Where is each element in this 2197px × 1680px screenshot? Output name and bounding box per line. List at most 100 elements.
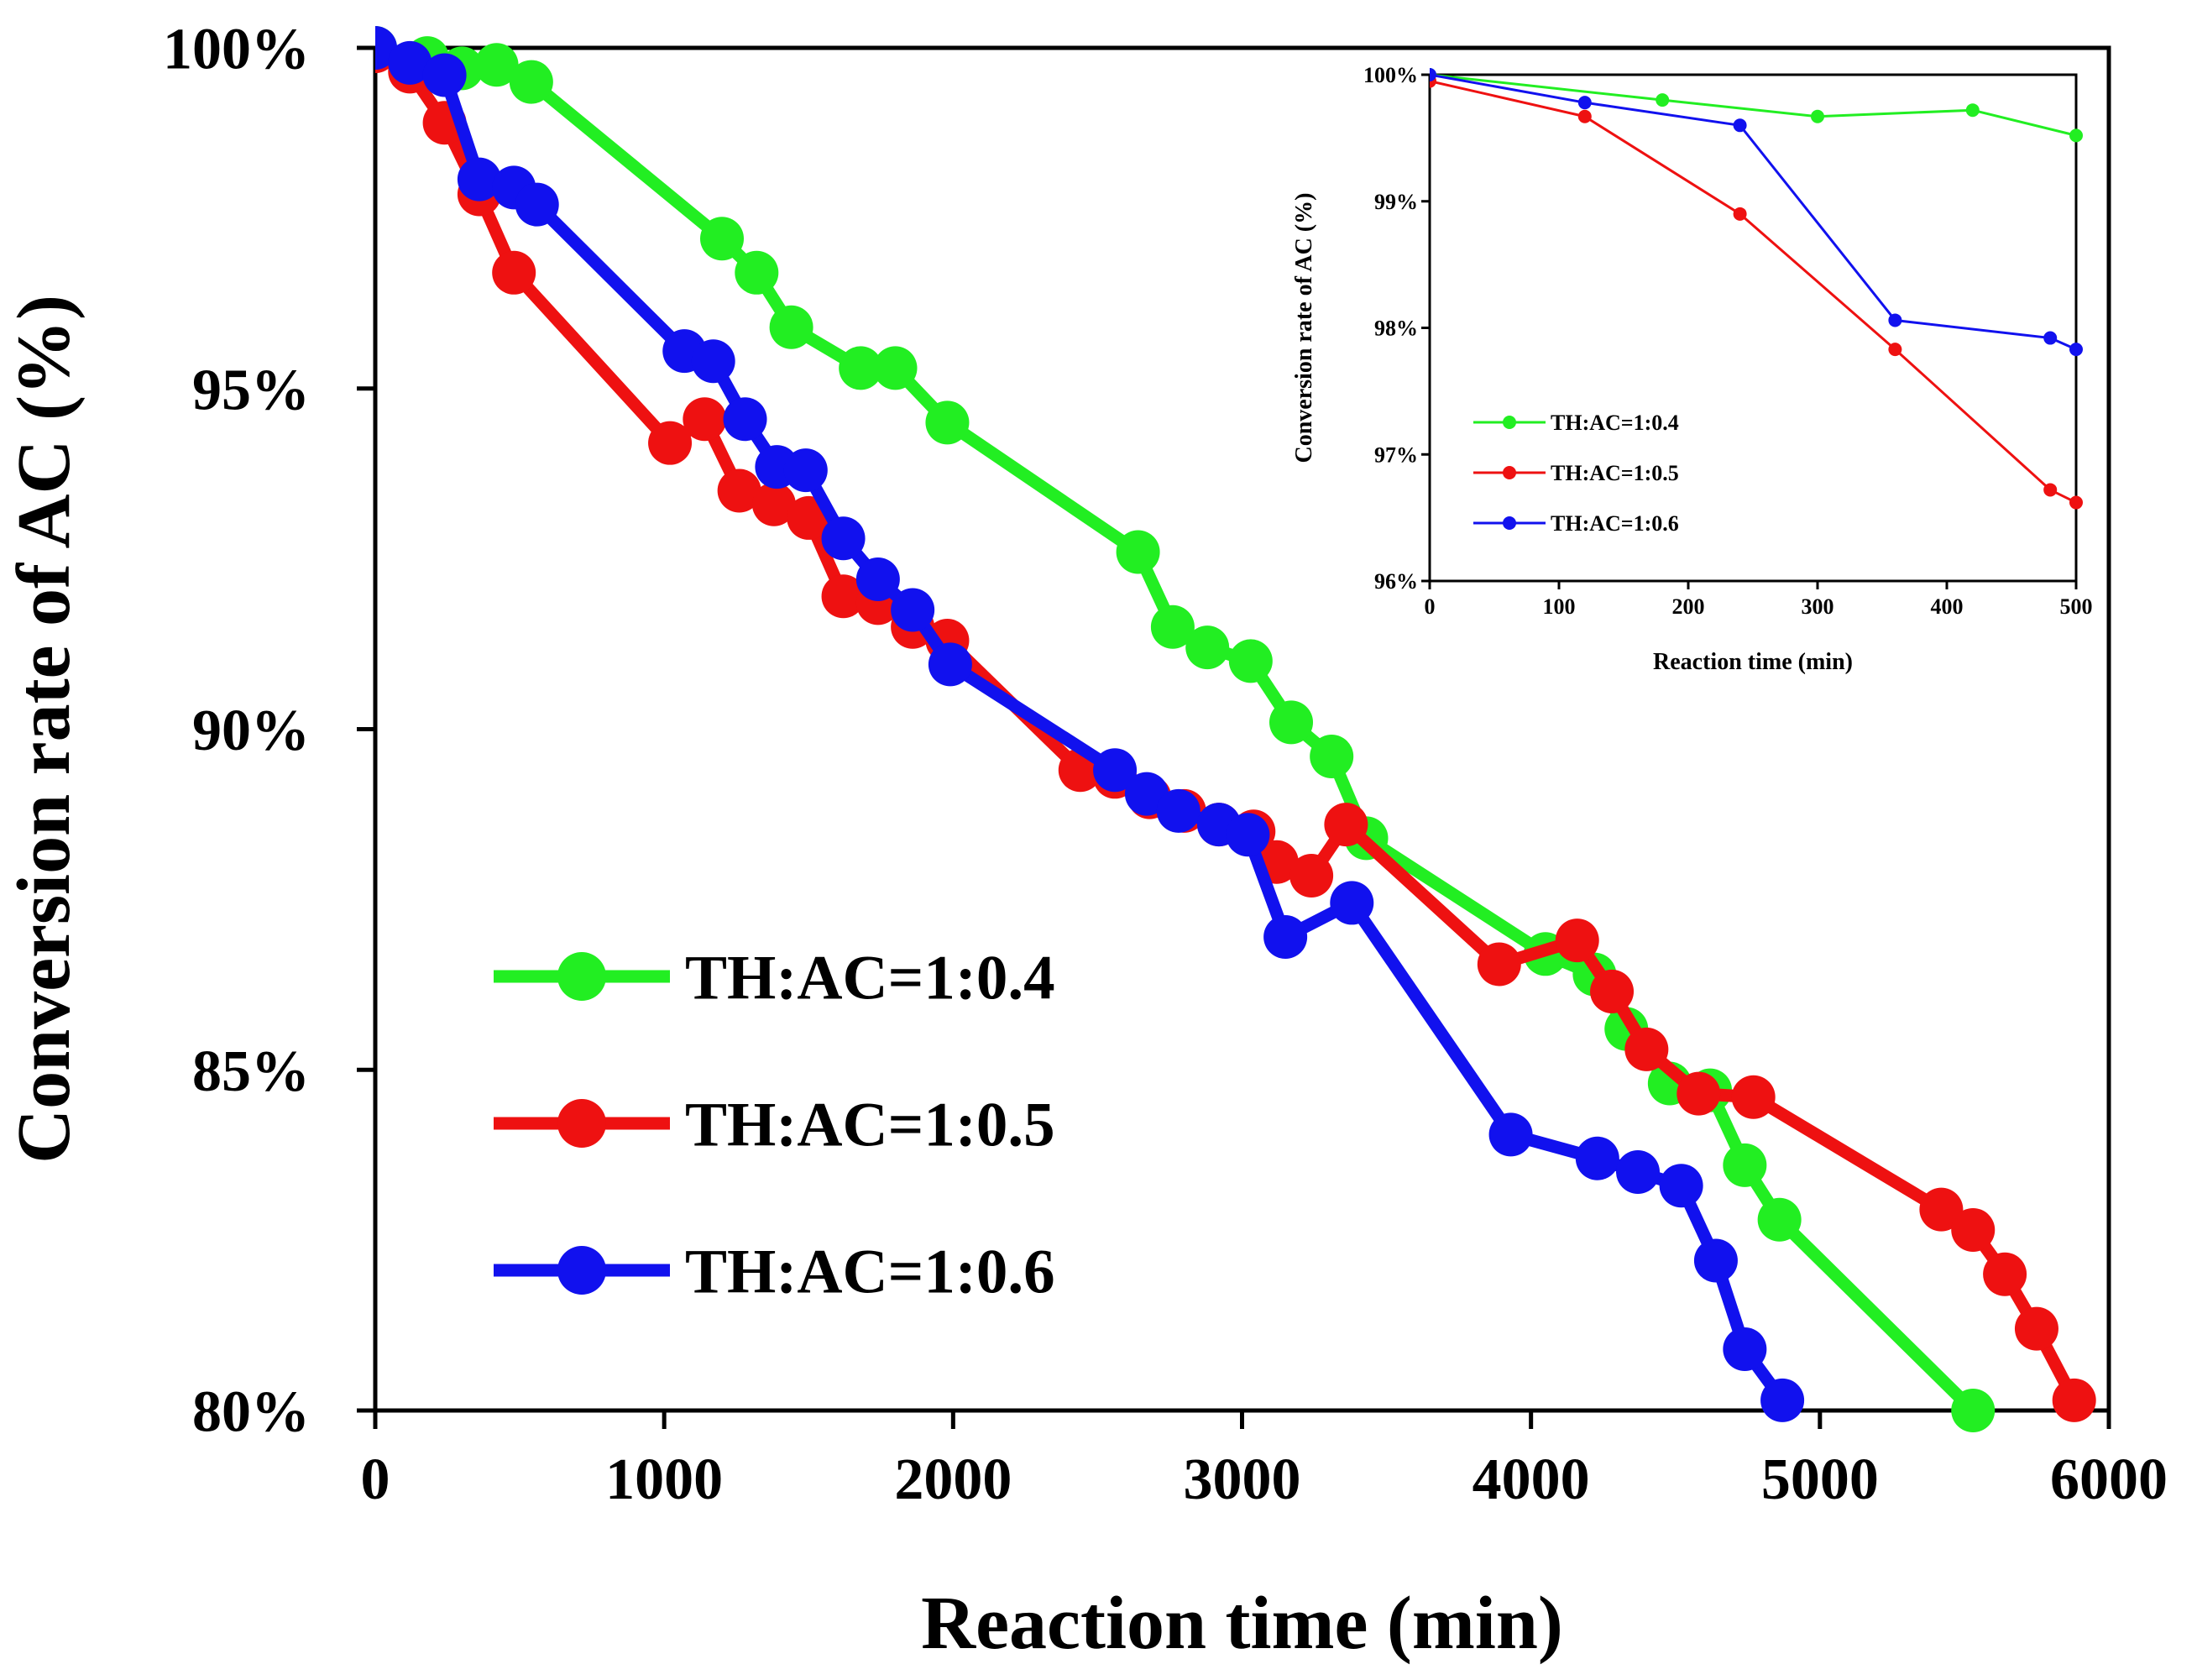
inset-data-point-th-ac-1-0-5 (2043, 483, 2058, 497)
main-data-point-th-ac-1-0-4 (1269, 700, 1314, 745)
inset-legend-marker-th-ac-1-0-6 (1503, 516, 1516, 530)
inset-data-point-th-ac-1-0-5 (1888, 343, 1902, 357)
main-data-point-th-ac-1-0-6 (1156, 788, 1201, 833)
main-data-point-th-ac-1-0-5 (751, 482, 796, 526)
inset-y-tick-label: 99% (1374, 190, 1418, 214)
main-data-point-th-ac-1-0-4 (1723, 1143, 1767, 1187)
inset-chart: 0 100 200 300 400 500 96% 97% 98% 99% 100% Reaction… (1291, 63, 2093, 675)
main-data-point-th-ac-1-0-6 (691, 339, 735, 384)
inset-legend-marker-th-ac-1-0-4 (1503, 416, 1516, 429)
main-data-point-th-ac-1-0-4 (1185, 625, 1230, 670)
main-data-point-th-ac-1-0-6 (1723, 1327, 1767, 1371)
main-y-tick-label: 90% (192, 699, 310, 763)
main-data-point-th-ac-1-0-4 (700, 217, 744, 261)
main-data-point-th-ac-1-0-6 (891, 588, 935, 632)
inset-data-point-th-ac-1-0-4 (1656, 93, 1670, 107)
main-data-point-th-ac-1-0-6 (1226, 813, 1270, 857)
main-legend-label-th-ac-1-0-5: TH:AC=1:0.5 (685, 1090, 1055, 1159)
main-data-point-th-ac-1-0-4 (839, 346, 883, 390)
main-y-tick-label: 80% (192, 1380, 310, 1445)
inset-x-tick-label: 200 (1672, 594, 1705, 619)
inset-y-tick-label: 100% (1363, 63, 1418, 87)
main-legend-label-th-ac-1-0-4: TH:AC=1:0.4 (685, 943, 1055, 1013)
inset-y-tick-label: 97% (1374, 442, 1418, 467)
inset-legend-label-th-ac-1-0-6: TH:AC=1:0.6 (1551, 511, 1679, 536)
inset-data-point-th-ac-1-0-6 (2043, 331, 2058, 345)
inset-y-axis-label: Conversion rate of AC (%) (1291, 193, 1317, 463)
main-data-point-th-ac-1-0-5 (717, 468, 761, 513)
main-x-tick-label: 1000 (605, 1447, 723, 1512)
inset-data-area (1430, 68, 2083, 510)
inset-legend-label-th-ac-1-0-5: TH:AC=1:0.5 (1551, 461, 1679, 485)
main-data-point-th-ac-1-0-5 (1289, 853, 1334, 898)
main-data-point-th-ac-1-0-6 (1659, 1164, 1703, 1208)
main-y-axis-label: Conversion rate of AC (%) (3, 295, 86, 1164)
main-data-point-th-ac-1-0-6 (1693, 1238, 1738, 1283)
main-data-point-th-ac-1-0-6 (1488, 1112, 1533, 1157)
inset-x-tick-label: 100 (1543, 594, 1576, 619)
main-legend-marker-th-ac-1-0-5 (557, 1099, 606, 1148)
inset-x-tick-label: 0 (1425, 594, 1436, 619)
main-data-point-th-ac-1-0-5 (683, 397, 727, 442)
main-data-point-th-ac-1-0-4 (925, 400, 970, 445)
main-data-point-th-ac-1-0-4 (509, 60, 553, 104)
inset-data-point-th-ac-1-0-6 (1577, 96, 1592, 110)
main-data-point-th-ac-1-0-4 (1310, 734, 1354, 778)
main-data-point-th-ac-1-0-6 (1093, 748, 1138, 793)
main-data-point-th-ac-1-0-5 (648, 421, 693, 465)
main-data-point-th-ac-1-0-6 (1330, 881, 1374, 925)
main-data-point-th-ac-1-0-6 (855, 557, 900, 601)
main-data-point-th-ac-1-0-5 (1731, 1075, 1776, 1119)
main-data-point-th-ac-1-0-6 (928, 642, 972, 687)
main-data-point-th-ac-1-0-5 (1951, 1207, 1996, 1252)
inset-x-axis-label: Reaction time (min) (1653, 649, 1853, 675)
inset-legend-marker-th-ac-1-0-5 (1503, 466, 1516, 479)
main-legend-marker-th-ac-1-0-6 (557, 1246, 606, 1295)
main-x-tick-label: 4000 (1473, 1447, 1590, 1512)
main-data-point-th-ac-1-0-5 (1919, 1187, 1964, 1232)
inset-x-tick-label: 400 (1931, 594, 1964, 619)
inset-data-point-th-ac-1-0-6 (1430, 68, 1436, 81)
main-data-point-th-ac-1-0-5 (1477, 942, 1521, 987)
main-data-point-th-ac-1-0-4 (1116, 530, 1160, 574)
main-data-area (375, 26, 2096, 1432)
inset-data-point-th-ac-1-0-6 (1733, 118, 1747, 133)
main-x-tick-label: 5000 (1761, 1447, 1879, 1512)
main-data-point-th-ac-1-0-5 (1624, 1027, 1669, 1071)
main-data-point-th-ac-1-0-6 (1575, 1136, 1619, 1180)
inset-data-point-th-ac-1-0-6 (2069, 343, 2083, 357)
inset-data-point-th-ac-1-0-4 (2069, 128, 2083, 143)
main-y-tick-label: 100% (163, 18, 310, 82)
main-data-point-th-ac-1-0-4 (474, 43, 519, 87)
main-data-point-th-ac-1-0-5 (1983, 1252, 2027, 1296)
inset-y-tick-label: 96% (1374, 569, 1418, 594)
inset-y-tick-label: 98% (1374, 317, 1418, 341)
main-data-point-th-ac-1-0-5 (1677, 1071, 1721, 1116)
main-data-point-th-ac-1-0-6 (783, 448, 828, 493)
main-data-point-th-ac-1-0-4 (1150, 604, 1195, 649)
main-x-tick-label: 6000 (2050, 1447, 2168, 1512)
main-y-tick-label: 95% (192, 358, 310, 422)
main-data-point-th-ac-1-0-4 (873, 346, 918, 390)
inset-data-point-th-ac-1-0-4 (1965, 103, 1980, 118)
main-x-tick-label: 3000 (1184, 1447, 1301, 1512)
main-data-point-th-ac-1-0-6 (723, 397, 767, 442)
main-data-point-th-ac-1-0-5 (1324, 803, 1368, 847)
main-data-point-th-ac-1-0-5 (2052, 1378, 2096, 1422)
main-data-point-th-ac-1-0-5 (492, 250, 536, 295)
main-x-tick-label: 2000 (894, 1447, 1012, 1512)
main-data-point-th-ac-1-0-6 (388, 40, 432, 85)
main-data-point-th-ac-1-0-6 (1616, 1149, 1661, 1194)
inset-legend-label-th-ac-1-0-4: TH:AC=1:0.4 (1551, 411, 1679, 435)
main-data-point-th-ac-1-0-5 (1590, 969, 1635, 1013)
main-data-point-th-ac-1-0-5 (2014, 1306, 2058, 1351)
inset-x-tick-label: 500 (2060, 594, 2093, 619)
main-data-point-th-ac-1-0-6 (1263, 915, 1308, 960)
main-legend-marker-th-ac-1-0-4 (557, 952, 606, 1001)
inset-data-point-th-ac-1-0-4 (1811, 109, 1824, 123)
main-data-point-th-ac-1-0-6 (821, 516, 866, 561)
inset-data-point-th-ac-1-0-6 (1888, 313, 1902, 327)
main-legend-label-th-ac-1-0-6: TH:AC=1:0.6 (685, 1237, 1055, 1306)
inset-data-point-th-ac-1-0-5 (1577, 109, 1592, 123)
